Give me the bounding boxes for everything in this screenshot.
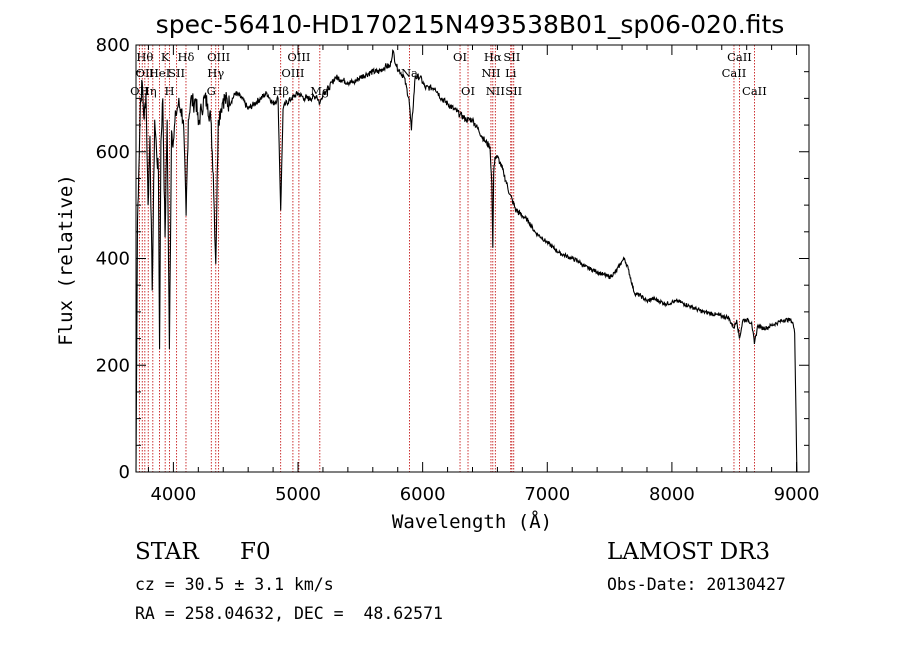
spectrum-line xyxy=(135,49,798,473)
y-tick-label: 0 xyxy=(119,462,130,483)
x-tick-label: 5000 xyxy=(275,484,321,505)
line-marker-label: Mg xyxy=(310,84,330,98)
line-marker-label: K xyxy=(161,50,170,64)
survey-name: LAMOST DR3 xyxy=(607,539,770,565)
line-marker-label: SII xyxy=(505,84,522,98)
line-markers xyxy=(138,45,755,472)
x-tick-label: 7000 xyxy=(524,484,570,505)
line-marker-label: OII xyxy=(130,84,149,98)
x-tick-label: 6000 xyxy=(400,484,446,505)
subclass: F0 xyxy=(240,539,271,565)
line-marker-label: NII xyxy=(481,66,500,80)
x-axis-ticks: 4000 5000 6000 7000 8000 9000 xyxy=(147,45,820,505)
line-marker-label: OI xyxy=(461,84,475,98)
line-marker-label: OIII xyxy=(287,50,310,64)
line-marker-label: OIII xyxy=(207,50,230,64)
line-marker-label: Hθ xyxy=(136,50,153,64)
y-tick-label: 400 xyxy=(96,249,130,270)
obs-date: Obs-Date: 20130427 xyxy=(607,575,786,594)
line-marker-labels: OIIHθOIIHηHeIKHSIIHδGHγOIIIHβOIIIOIIIMgN… xyxy=(130,50,767,98)
line-marker-label: Hβ xyxy=(272,84,289,98)
y-tick-label: 800 xyxy=(96,35,130,56)
object-class: STAR xyxy=(135,539,199,565)
x-tick-label: 4000 xyxy=(150,484,196,505)
y-tick-label: 600 xyxy=(96,142,130,163)
line-marker-label: Li xyxy=(505,66,517,80)
plot-frame xyxy=(135,44,810,473)
line-marker-label: Hα xyxy=(484,50,502,64)
redshift-cz: cz = 30.5 ± 3.1 km/s xyxy=(135,575,334,594)
line-marker-label: Hη xyxy=(140,84,157,98)
y-tick-label: 200 xyxy=(96,355,130,376)
y-axis-label: Flux (relative) xyxy=(55,174,77,346)
x-tick-label: 8000 xyxy=(649,484,695,505)
line-marker-label: H xyxy=(165,84,175,98)
x-axis-label: Wavelength (Å) xyxy=(392,510,552,533)
chart-title: spec-56410-HD170215N493538B01_sp06-020.f… xyxy=(156,10,785,39)
line-marker-label: Hδ xyxy=(177,50,194,64)
line-marker-label: CaII xyxy=(722,66,747,80)
y-axis-ticks: 0 200 400 600 800 xyxy=(96,35,809,483)
line-marker-label: HeI xyxy=(149,66,170,80)
x-tick-label: 9000 xyxy=(774,484,820,505)
line-marker-label: SII xyxy=(503,50,520,64)
line-marker-label: G xyxy=(207,84,216,98)
line-marker-label: SII xyxy=(168,66,185,80)
line-marker-label: Na xyxy=(401,66,418,80)
coordinates: RA = 258.04632, DEC = 48.62571 xyxy=(135,604,443,623)
line-marker-label: OIII xyxy=(281,66,304,80)
line-marker-label: OI xyxy=(453,50,467,64)
line-marker-label: CaII xyxy=(742,84,767,98)
line-marker-label: CaII xyxy=(727,50,752,64)
line-marker-label: Hγ xyxy=(207,66,224,80)
line-marker-label: OII xyxy=(136,66,155,80)
line-marker-label: NII xyxy=(486,84,505,98)
